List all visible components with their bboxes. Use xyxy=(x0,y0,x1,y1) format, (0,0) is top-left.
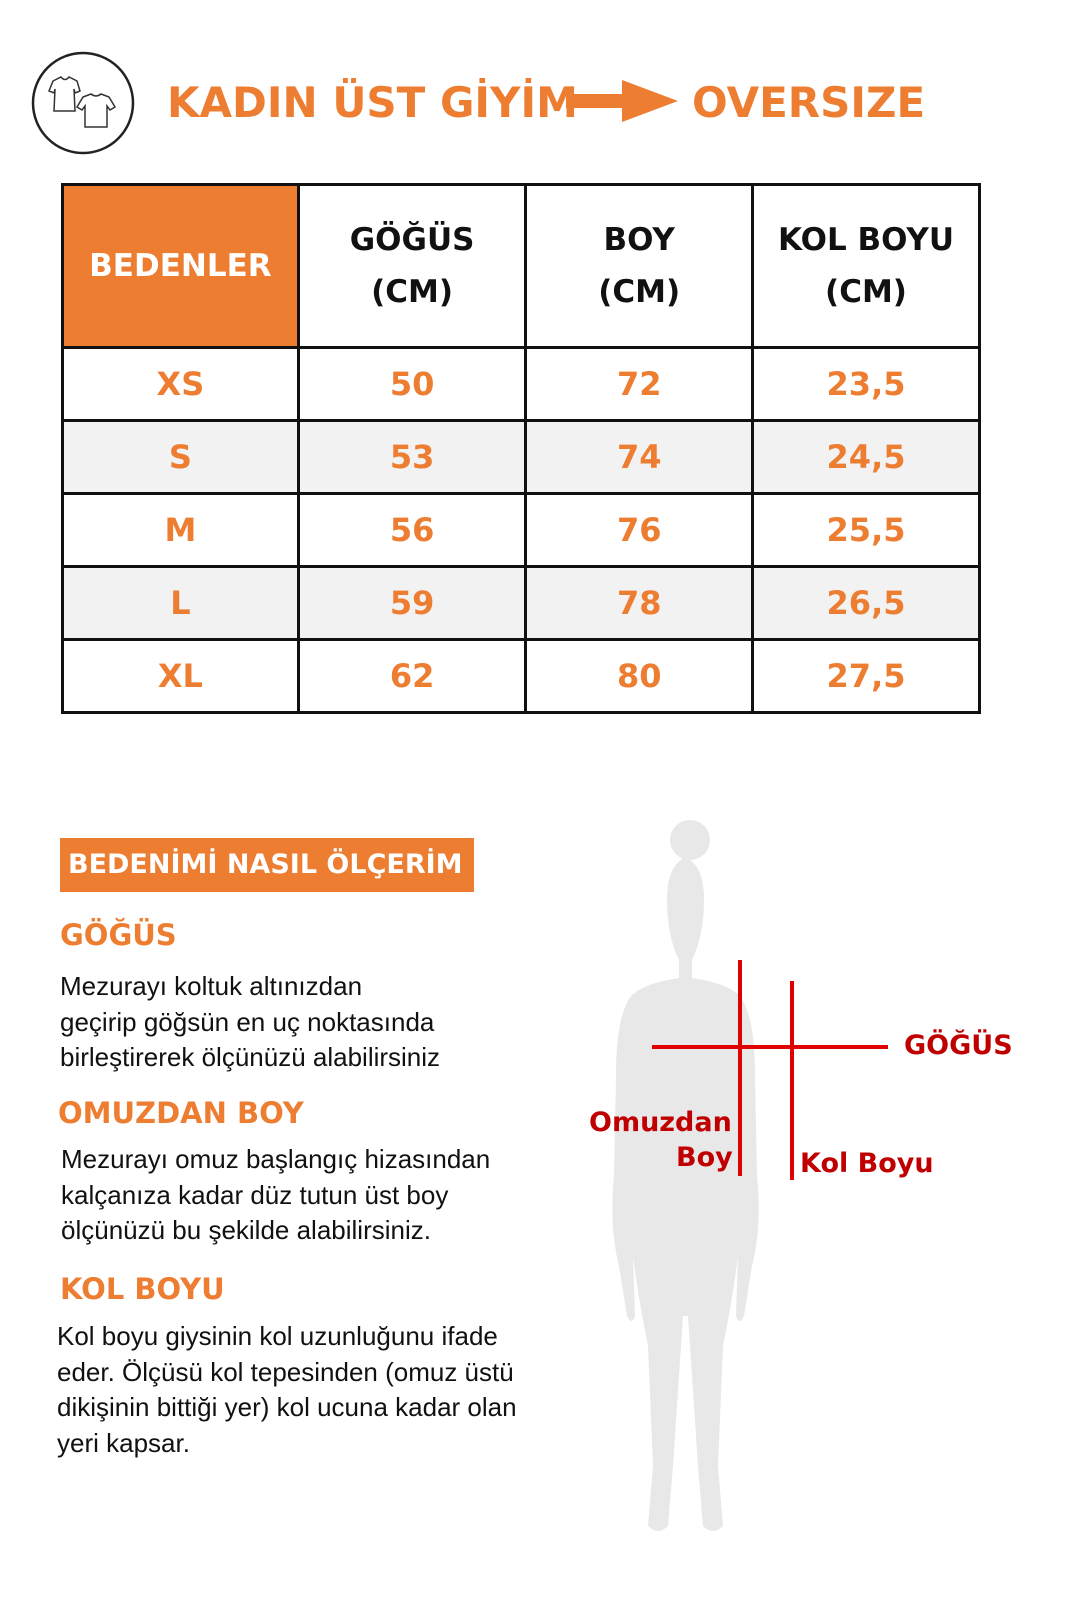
text-line: kalçanıza kadar düz tutun üst boy xyxy=(61,1179,449,1210)
header-sleeve: KOL BOYU (CM) xyxy=(751,183,981,349)
sleeve-cell: 23,5 xyxy=(751,346,981,422)
chest-cell: 62 xyxy=(296,638,528,714)
text-line: birleştirerek ölçünüzü alabilirsiniz xyxy=(60,1042,441,1072)
text-line: yeri kapsar. xyxy=(57,1427,190,1458)
table-row: M 56 76 25,5 xyxy=(61,492,981,568)
table-row: XS 50 72 23,5 xyxy=(61,346,981,422)
length-label-2: Boy xyxy=(676,1142,733,1173)
table-row: L 59 78 26,5 xyxy=(61,565,981,641)
text-line: dikişinin bittiği yer) kol ucuna kadar o… xyxy=(57,1392,517,1422)
size-cell: XS xyxy=(61,346,300,422)
header-chest-unit: (CM) xyxy=(371,274,454,310)
text-line: eder. Ölçüsü kol tepesinden (omuz üstü xyxy=(57,1356,514,1387)
sleeve-description: Kol boyu giysinin kol uzunluğunu ifade e… xyxy=(57,1319,517,1461)
tshirts-icon xyxy=(31,51,135,155)
chest-cell: 50 xyxy=(296,346,528,422)
sleeve-label: Kol Boyu xyxy=(800,1148,934,1179)
size-cell: M xyxy=(61,492,300,568)
measure-lines xyxy=(652,960,888,1180)
fit-label: OVERSIZE xyxy=(692,78,926,127)
chest-label: GÖĞÜS xyxy=(904,1030,1013,1061)
text-line: ölçünüzü bu şekilde alabilirsiniz. xyxy=(61,1215,431,1245)
sleeve-cell: 25,5 xyxy=(751,492,981,568)
text-line: Kol boyu giysinin kol uzunluğunu ifade xyxy=(57,1321,498,1351)
length-cell: 72 xyxy=(524,346,755,422)
length-heading: OMUZDAN BOY xyxy=(58,1096,304,1130)
sleeve-cell: 26,5 xyxy=(751,565,981,641)
header-sizes: BEDENLER xyxy=(61,183,300,349)
silhouette-icon xyxy=(612,820,759,1531)
header-sleeve-label: KOL BOYU xyxy=(777,222,955,258)
length-cell: 80 xyxy=(524,638,755,714)
sleeve-cell: 27,5 xyxy=(751,638,981,714)
size-cell: S xyxy=(61,419,300,495)
chest-cell: 59 xyxy=(296,565,528,641)
text-line: Mezurayı koltuk altınızdan xyxy=(60,971,363,1001)
header-title: KADIN ÜST GİYİM xyxy=(167,78,578,127)
table-row: S 53 74 24,5 xyxy=(61,419,981,495)
header-sleeve-unit: (CM) xyxy=(825,274,907,310)
chest-heading: GÖĞÜS xyxy=(60,918,177,952)
text-line: Mezurayı omuz başlangıç hizasından xyxy=(61,1144,491,1174)
header-length-unit: (CM) xyxy=(598,274,681,310)
length-cell: 78 xyxy=(524,565,755,641)
body-silhouette-illustration xyxy=(612,820,888,1531)
header-chest-label: GÖĞÜS xyxy=(349,222,475,258)
table-row: XL 62 80 27,5 xyxy=(61,638,981,714)
size-cell: L xyxy=(61,565,300,641)
size-table: BEDENLER GÖĞÜS (CM) BOY (CM) KOL BOYU (CM) … xyxy=(61,183,981,714)
sleeve-heading: KOL BOYU xyxy=(60,1272,225,1306)
header-chest: GÖĞÜS (CM) xyxy=(296,183,528,349)
chest-description: Mezurayı koltuk altınızdan geçirip göğsü… xyxy=(60,969,440,1076)
how-to-measure-title: BEDENİMİ NASIL ÖLÇERİM xyxy=(60,838,474,892)
sleeve-cell: 24,5 xyxy=(751,419,981,495)
header-length: BOY (CM) xyxy=(524,183,755,349)
size-cell: XL xyxy=(61,638,300,714)
length-label-1: Omuzdan xyxy=(589,1107,732,1138)
arrow-right-icon xyxy=(566,80,678,122)
header-length-label: BOY xyxy=(603,222,675,258)
length-cell: 74 xyxy=(524,419,755,495)
chest-cell: 53 xyxy=(296,419,528,495)
chest-cell: 56 xyxy=(296,492,528,568)
table-header-row: BEDENLER GÖĞÜS (CM) BOY (CM) KOL BOYU (CM) xyxy=(61,183,981,349)
text-line: geçirip göğsün en uç noktasında xyxy=(60,1006,435,1037)
length-description: Mezurayı omuz başlangıç hizasından kalça… xyxy=(61,1142,490,1249)
length-cell: 76 xyxy=(524,492,755,568)
